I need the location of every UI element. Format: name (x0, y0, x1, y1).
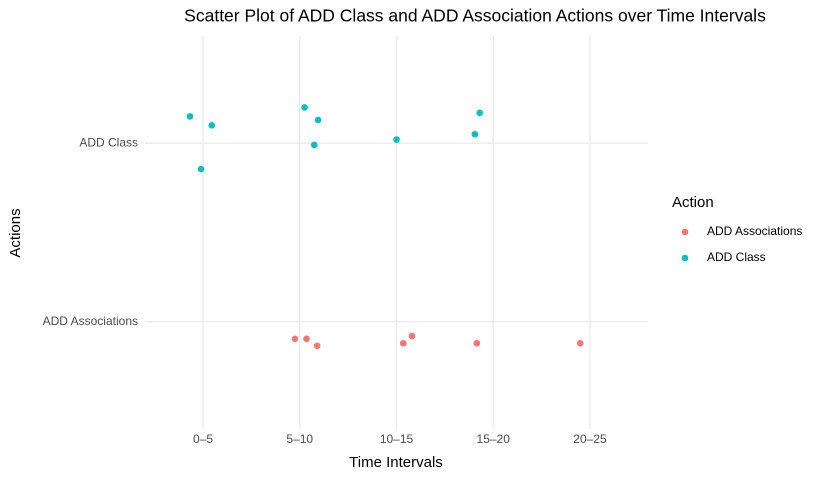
x-tick-label: 15–20 (477, 432, 511, 446)
x-tick-label: 10–15 (380, 432, 414, 446)
point (393, 136, 400, 143)
y-tick-label: ADD Associations (43, 314, 138, 328)
point (473, 339, 481, 347)
legend-marker (681, 228, 689, 236)
legend-label: ADD Class (707, 250, 766, 264)
x-tick-label: 5–10 (286, 432, 313, 446)
legend-title: Action (672, 194, 714, 211)
chart-title: Scatter Plot of ADD Class and ADD Associ… (184, 6, 766, 26)
x-tick-label: 0–5 (193, 432, 213, 446)
point (303, 335, 310, 343)
point (314, 116, 322, 124)
point (576, 339, 584, 347)
point (208, 122, 216, 129)
y-tick-label: ADD Class (79, 135, 138, 149)
y-axis-label: Actions (7, 208, 24, 257)
legend-marker (681, 254, 689, 262)
x-axis-label: Time Intervals (349, 454, 443, 471)
point (197, 165, 205, 173)
x-tick-label: 20–25 (573, 432, 607, 446)
point (471, 130, 479, 138)
legend-label: ADD Associations (707, 224, 802, 238)
point (291, 335, 299, 343)
point (313, 342, 321, 350)
point (310, 141, 318, 149)
point (186, 113, 194, 120)
point (399, 339, 407, 347)
point (408, 332, 416, 340)
point (301, 104, 308, 111)
point (476, 109, 483, 117)
